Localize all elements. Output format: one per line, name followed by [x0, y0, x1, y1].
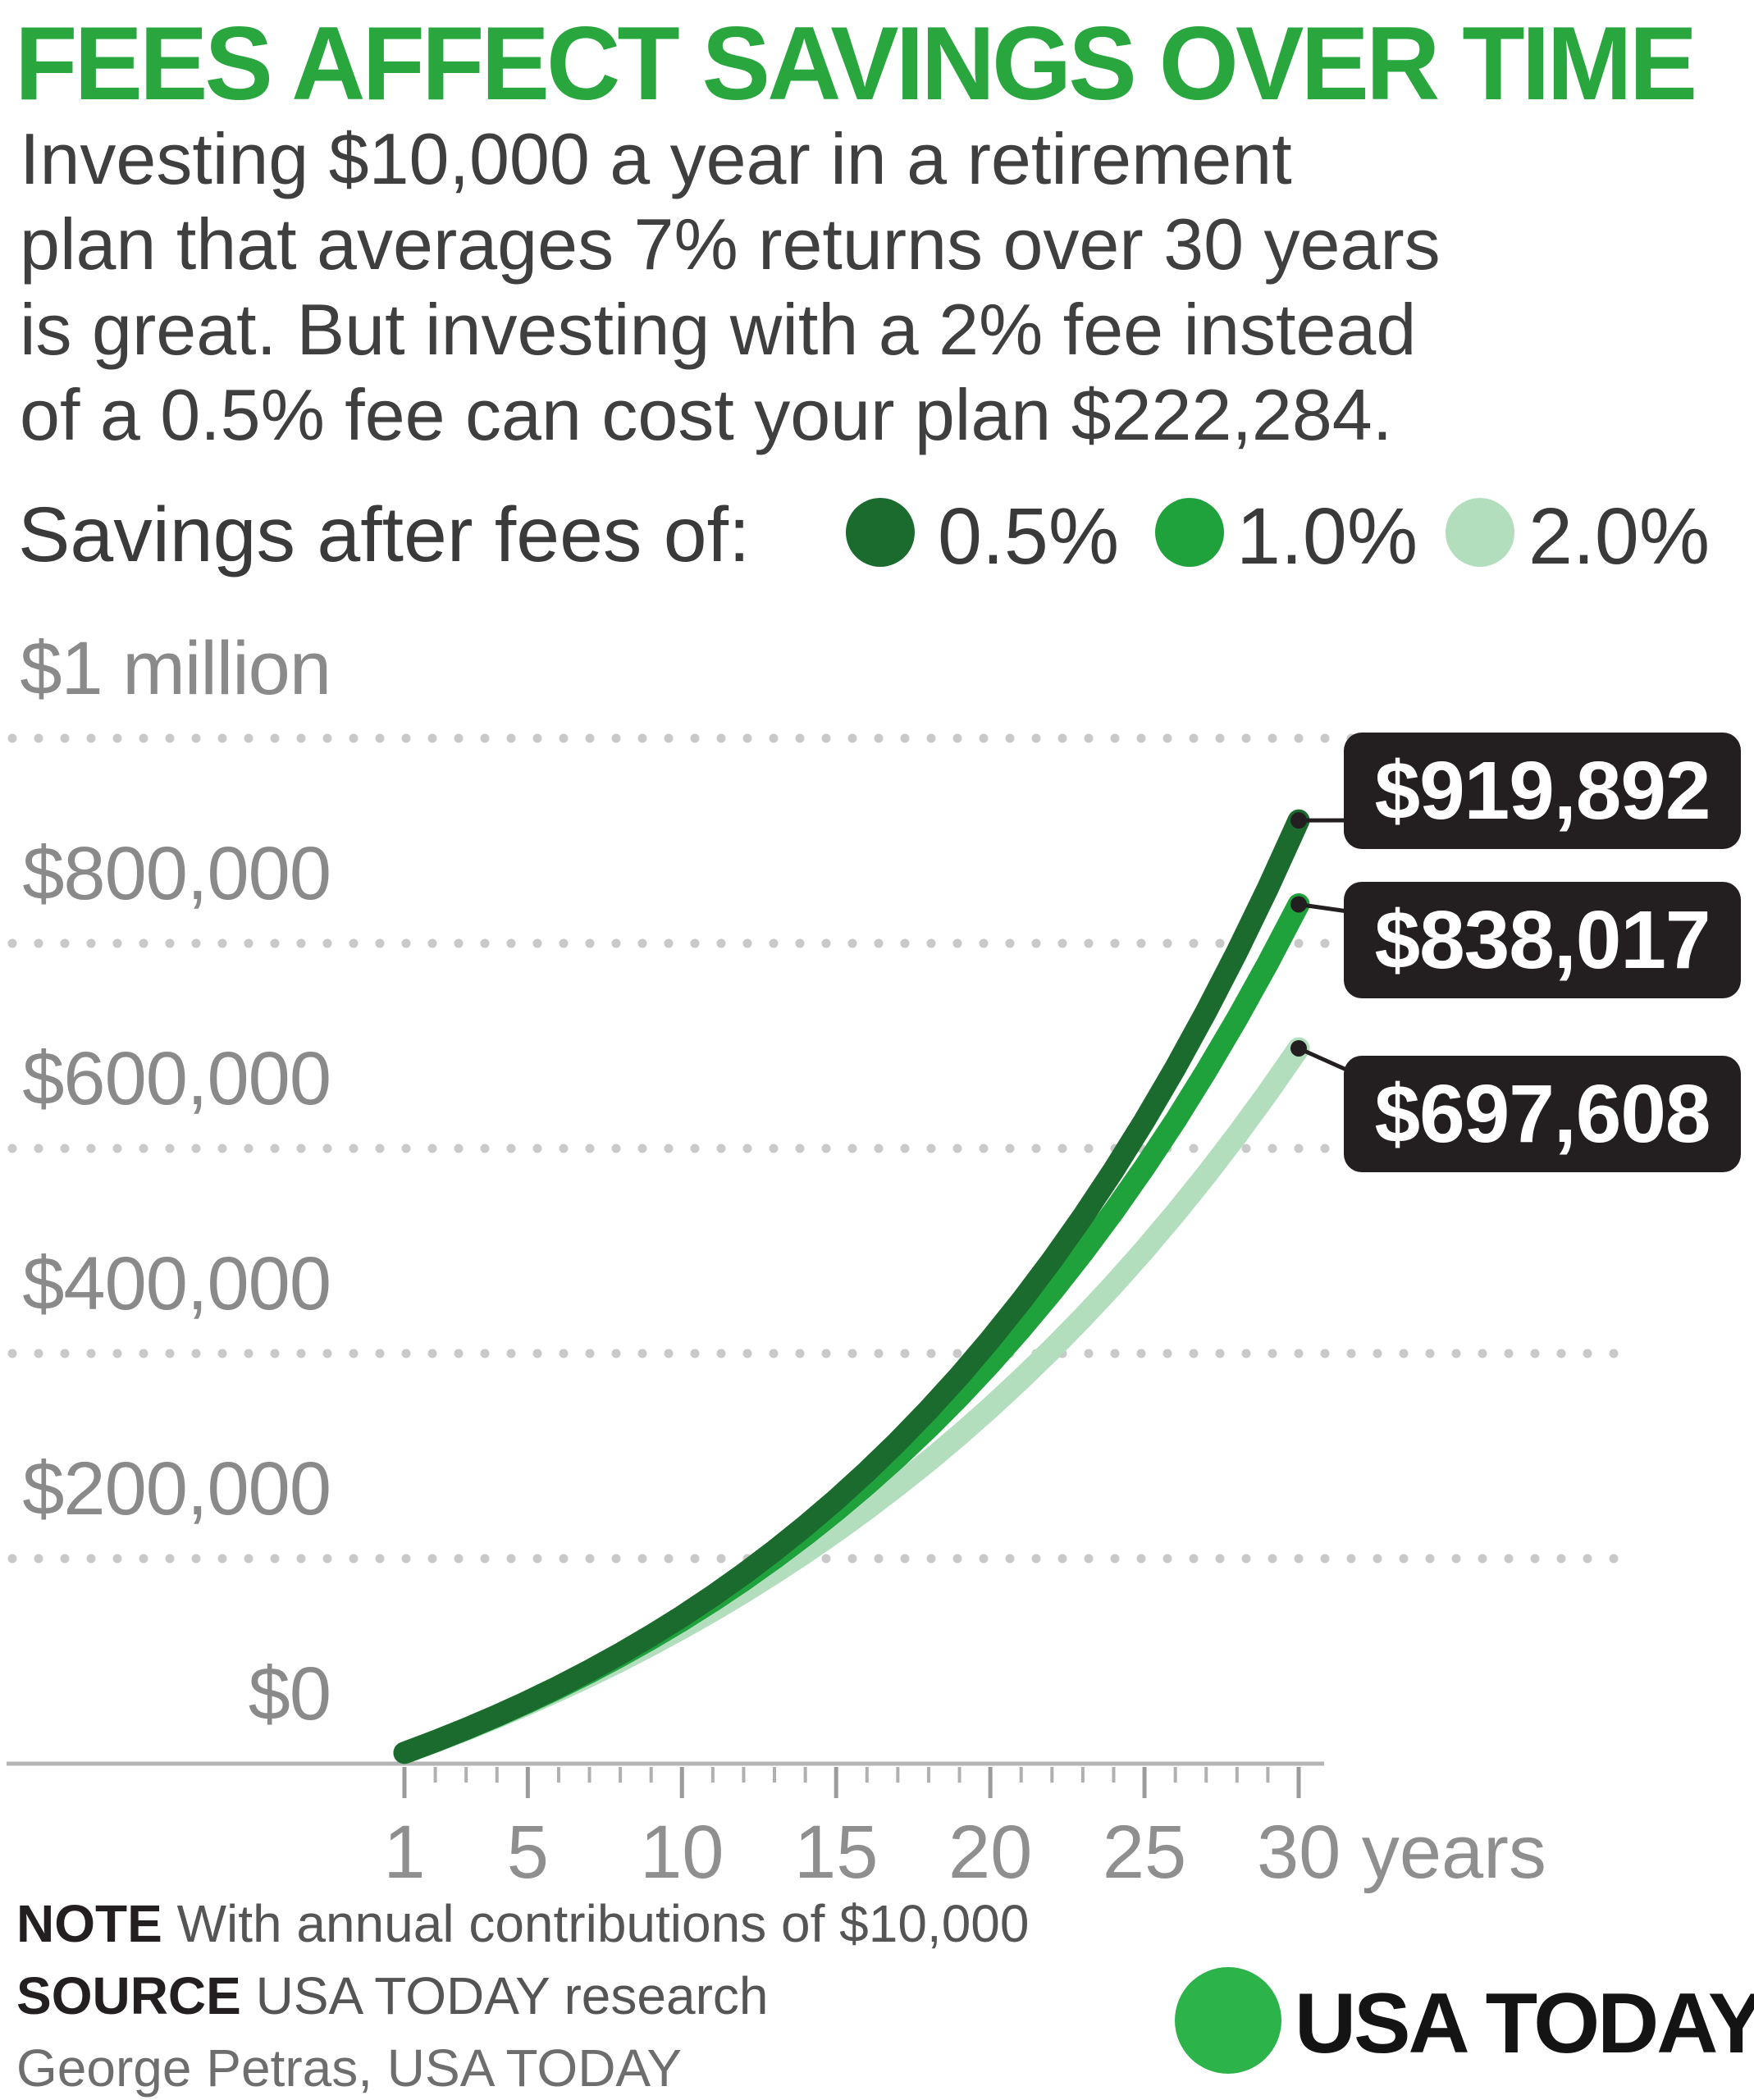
- endpoint-dot: [1290, 896, 1307, 913]
- note-text: With annual contributions of $10,000: [176, 1894, 1030, 1953]
- value-label-box: $697,608: [1344, 1056, 1741, 1172]
- legend: Savings after fees of: 0.5% 1.0% 2.0%: [0, 0, 1754, 581]
- source-text: USA TODAY research: [255, 1966, 769, 2025]
- x-tick-label: 30 years: [1257, 1810, 1546, 1894]
- legend-item-1.0pct: 1.0%: [1236, 491, 1418, 581]
- intro-line: of a 0.5% fee can cost your plan $222,28…: [20, 374, 1393, 455]
- x-tick-label: 10: [640, 1810, 724, 1894]
- legend-item-0.5pct: 0.5%: [938, 491, 1120, 581]
- legend-label: Savings after fees of:: [18, 491, 751, 578]
- intro-line: Investing $10,000 a year in a retirement: [20, 118, 1292, 199]
- legend-dot-1.0pct: [1155, 498, 1224, 567]
- y-axis-label: $0: [248, 1652, 331, 1736]
- byline: George Petras, USA TODAY: [16, 2038, 683, 2098]
- series-line-0.5%-fee: [393, 809, 1310, 1764]
- value-label-box: $919,892: [1344, 733, 1741, 849]
- x-tick-label: 25: [1102, 1810, 1187, 1894]
- intro-line: is great. But investing with a 2% fee in…: [20, 289, 1417, 370]
- intro-paragraph: Investing $10,000 a year in a retirement…: [20, 116, 1751, 458]
- source-label: SOURCE: [16, 1966, 241, 2025]
- x-tick-label: 1: [383, 1810, 426, 1894]
- intro-line: plan that averages 7% returns over 30 ye…: [20, 203, 1441, 285]
- series-line-1.0%-fee: [393, 893, 1310, 1764]
- source-line: SOURCE USA TODAY research: [16, 1965, 768, 2026]
- y-axis-label: $400,000: [22, 1242, 331, 1326]
- legend-dot-0.5pct: [846, 498, 915, 567]
- y-axis-label: $800,000: [22, 832, 331, 915]
- page-title: FEES AFFECT SAVINGS OVER TIME: [15, 5, 1697, 121]
- x-tick-label: 15: [794, 1810, 879, 1894]
- note-label: NOTE: [16, 1894, 162, 1953]
- endpoint-dot: [1290, 1039, 1307, 1057]
- y-axis-label: $200,000: [22, 1447, 331, 1531]
- note-line: NOTE With annual contributions of $10,00…: [16, 1893, 1029, 1954]
- y-axis-label: $600,000: [22, 1037, 331, 1121]
- endpoint-dot: [1290, 812, 1307, 829]
- legend-item-2.0pct: 2.0%: [1528, 491, 1711, 581]
- usatoday-logo-text: USA TODAY: [1295, 1976, 1754, 2071]
- x-tick-label: 20: [948, 1810, 1033, 1894]
- usatoday-logo-circle: [1175, 1967, 1281, 2074]
- value-label-box: $838,017: [1344, 882, 1741, 998]
- legend-dot-2.0pct: [1446, 498, 1514, 567]
- y-axis-label: $1 million: [20, 627, 331, 710]
- x-tick-label: 5: [506, 1810, 549, 1894]
